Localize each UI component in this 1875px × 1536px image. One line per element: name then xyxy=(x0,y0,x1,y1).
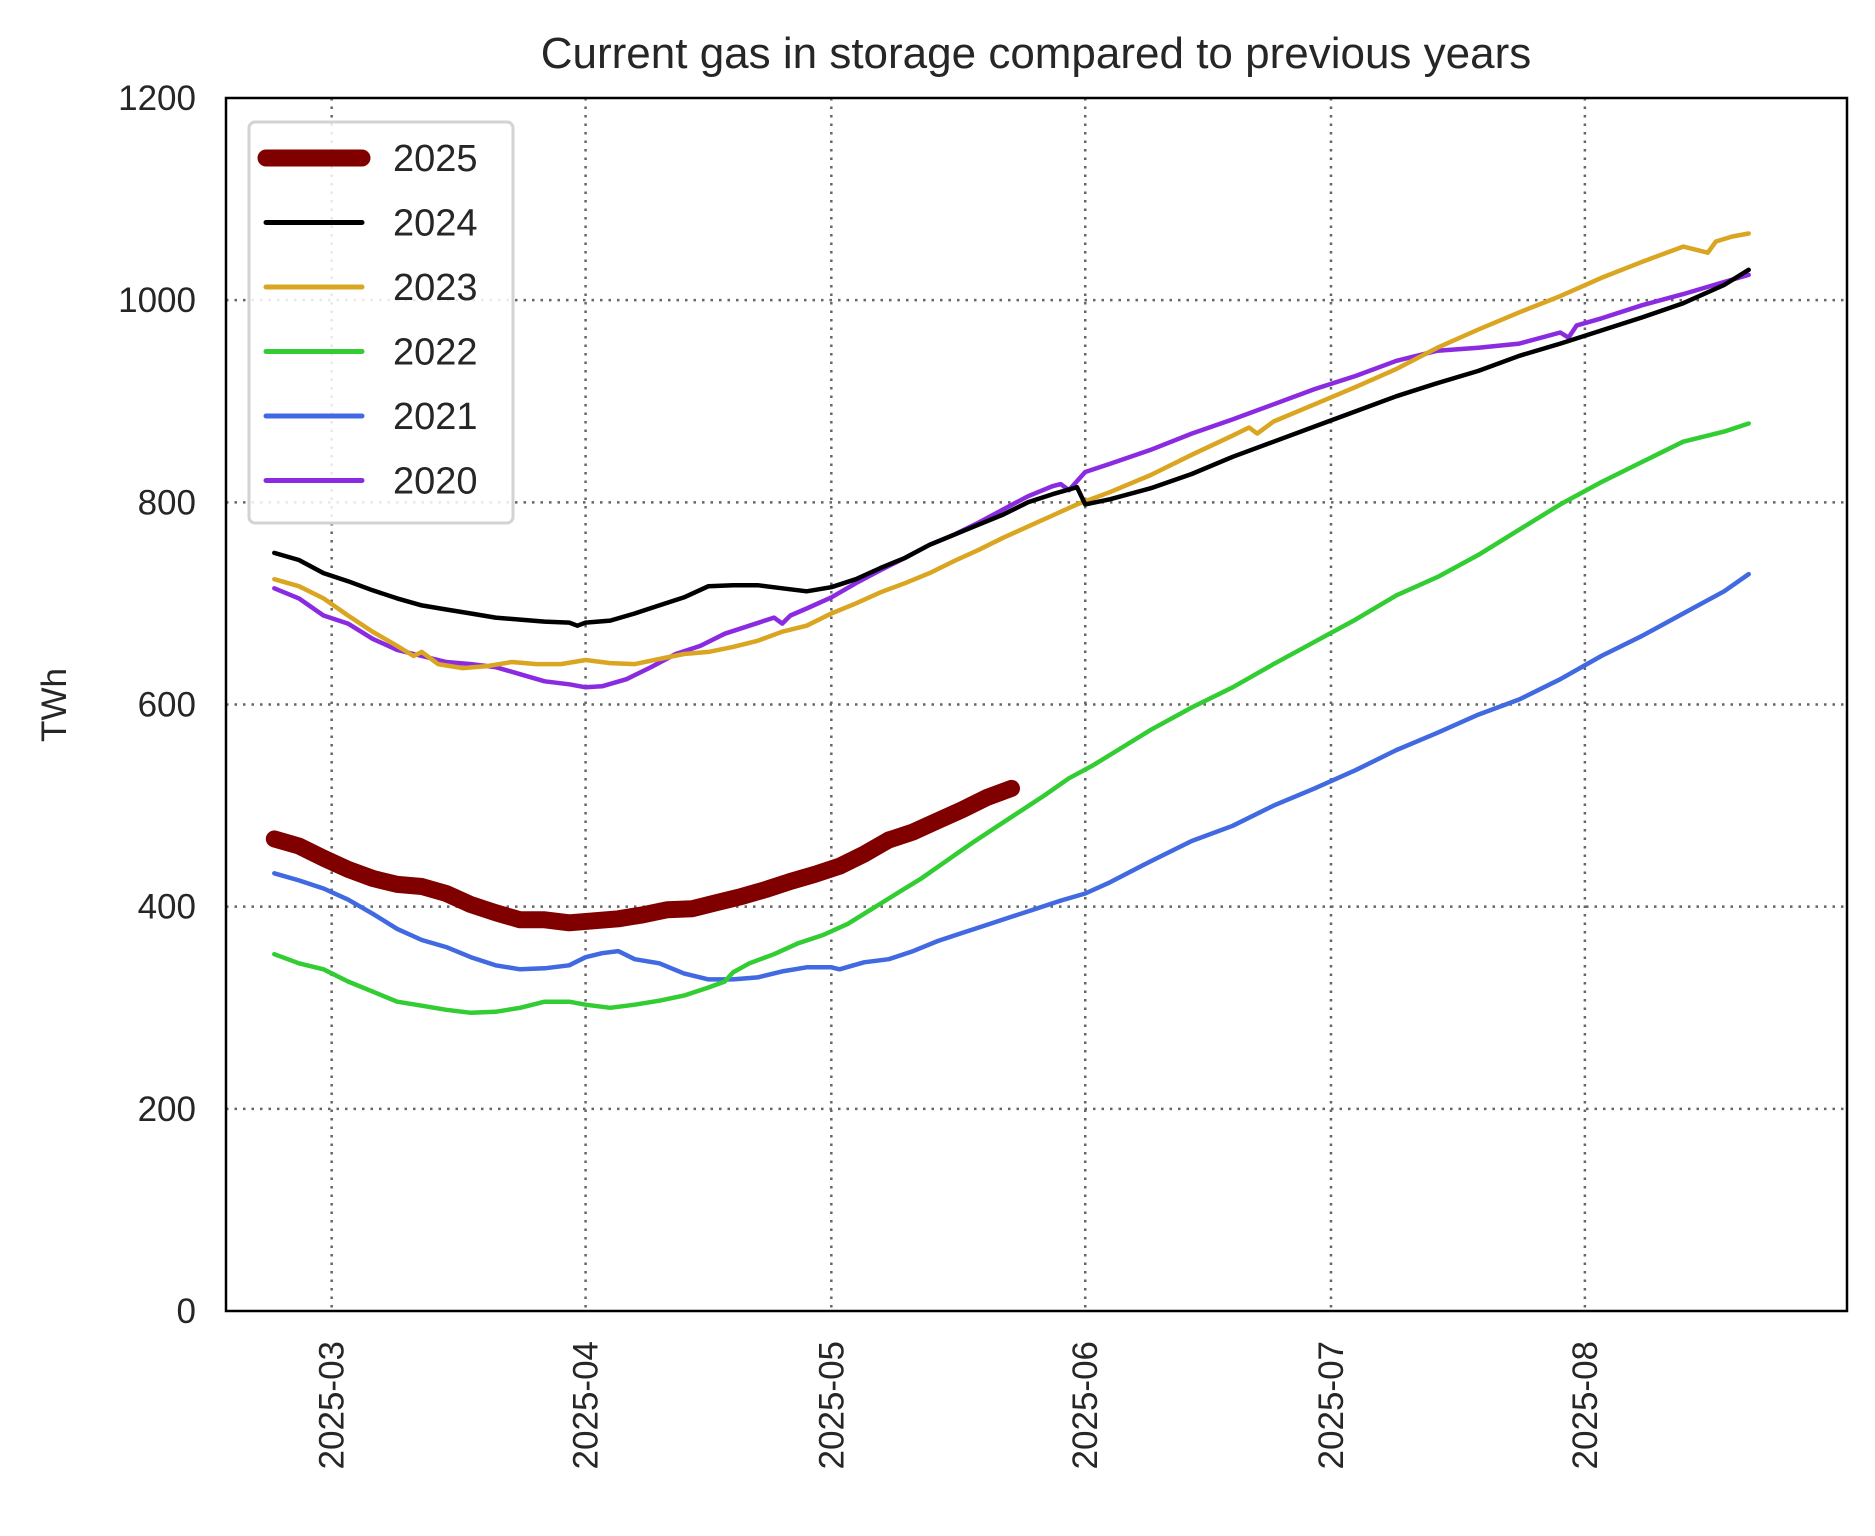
x-tick-label: 2025-06 xyxy=(1066,1341,1105,1469)
series-line-2024 xyxy=(272,267,1751,628)
y-tick-label: 0 xyxy=(177,1292,196,1331)
legend-label-2023: 2023 xyxy=(393,267,478,309)
y-tick-label: 800 xyxy=(138,483,196,522)
y-tick-label: 200 xyxy=(138,1090,196,1129)
y-axis-ticks: 0 200 400 600 800 1000 1200 xyxy=(118,79,196,1331)
y-tick-label: 400 xyxy=(138,888,196,927)
y-tick-label: 1000 xyxy=(118,281,196,320)
x-tick-label: 2025-08 xyxy=(1566,1341,1605,1469)
legend-label-2025: 2025 xyxy=(393,138,478,180)
series-line-2022 xyxy=(272,421,1751,1016)
x-tick-label: 2025-07 xyxy=(1312,1341,1351,1469)
series-line-2021 xyxy=(272,571,1751,982)
legend-label-2022: 2022 xyxy=(393,332,478,374)
chart-title: Current gas in storage compared to previ… xyxy=(541,29,1532,78)
legend-label-2024: 2024 xyxy=(393,203,478,245)
legend: 2025 2024 2023 2022 2021 2020 xyxy=(247,120,515,525)
y-tick-label: 600 xyxy=(138,686,196,725)
y-tick-label: 1200 xyxy=(118,79,196,118)
legend-label-2021: 2021 xyxy=(393,396,478,438)
series-line-2023 xyxy=(272,231,1751,671)
series-line-2025 xyxy=(265,779,1020,932)
plot-frame xyxy=(224,96,1849,1313)
series-layer xyxy=(265,231,1751,1016)
x-axis-ticks: 2025-03 2025-04 2025-05 2025-06 2025-07 2025-… xyxy=(313,1341,1605,1469)
x-tick-label: 2025-05 xyxy=(812,1341,851,1469)
x-tick-label: 2025-03 xyxy=(313,1341,352,1469)
x-tick-label: 2025-04 xyxy=(567,1341,606,1469)
legend-label-2020: 2020 xyxy=(393,461,478,503)
y-axis-label: TWh xyxy=(35,668,74,742)
